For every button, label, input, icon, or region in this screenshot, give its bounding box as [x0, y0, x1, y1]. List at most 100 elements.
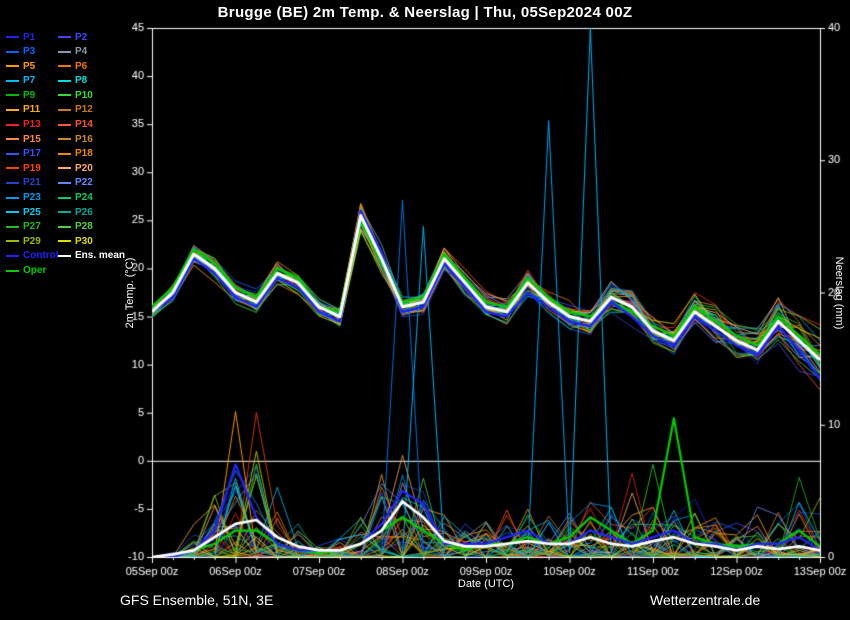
legend-label: P30: [75, 235, 93, 247]
legend-item-p11: P11: [6, 104, 56, 116]
legend-line-swatch: [6, 123, 19, 126]
legend-item-p17: P17: [6, 148, 56, 160]
legend-label: P11: [23, 104, 41, 116]
legend-line-swatch: [6, 240, 19, 243]
legend-item-p19: P19: [6, 162, 56, 174]
legend-label: P29: [23, 235, 41, 247]
legend-label: P23: [23, 192, 41, 204]
legend-label: P22: [75, 177, 93, 189]
date-axis-label: Date (UTC): [457, 578, 515, 590]
legend-label: P9: [23, 89, 36, 101]
legend-line-swatch: [58, 254, 71, 257]
legend-line-swatch: [6, 50, 19, 53]
legend-item-p8: P8: [58, 75, 124, 87]
legend-item-p18: P18: [58, 148, 124, 160]
legend-label: P25: [23, 206, 41, 218]
legend-item-p1: P1: [6, 31, 56, 43]
legend-item-control: Control: [6, 250, 59, 262]
legend-item-p22: P22: [58, 177, 124, 189]
legend-line-swatch: [6, 225, 19, 228]
legend-line-swatch: [6, 94, 19, 97]
legend-line-swatch: [58, 211, 71, 214]
legend-line-swatch: [58, 79, 71, 82]
legend-label: P1: [23, 31, 36, 43]
legend-line-swatch: [58, 240, 71, 243]
legend-line-swatch: [58, 65, 71, 68]
legend-item-p6: P6: [58, 60, 124, 72]
legend-item-p10: P10: [58, 89, 124, 101]
legend-item-ens-mean: Ens. mean: [58, 250, 126, 262]
legend-label: P17: [23, 148, 41, 160]
legend-item-p12: P12: [58, 104, 124, 116]
legend-label: P28: [75, 221, 93, 233]
chart-title: Brugge (BE) 2m Temp. & Neerslag | Thu, 0…: [217, 4, 633, 21]
legend-label: P15: [23, 133, 41, 145]
legend-line-swatch: [6, 269, 19, 272]
legend-label: P21: [23, 177, 41, 189]
legend-item-p24: P24: [58, 192, 124, 204]
legend-item-p30: P30: [58, 235, 124, 247]
legend-label: Ens. mean: [75, 250, 126, 262]
legend-item-p27: P27: [6, 221, 56, 233]
legend-line-swatch: [6, 79, 19, 82]
legend-line-swatch: [58, 152, 71, 155]
legend-line-swatch: [58, 123, 71, 126]
legend-item-p25: P25: [6, 206, 56, 218]
temp-axis-label: 2m Temp. (°C): [124, 257, 136, 329]
legend-line-swatch: [58, 108, 71, 111]
legend-label: P19: [23, 162, 41, 174]
legend-item-p5: P5: [6, 60, 56, 72]
legend-line-swatch: [58, 181, 71, 184]
legend-label: P6: [75, 60, 88, 72]
legend-label: P13: [23, 119, 41, 131]
legend-line-swatch: [58, 94, 71, 97]
legend-label: P8: [75, 75, 88, 87]
legend-label: P14: [75, 119, 93, 131]
legend-label: P7: [23, 75, 36, 87]
legend-line-swatch: [6, 211, 19, 214]
model-info: GFS Ensemble, 51N, 3E: [120, 592, 274, 608]
precip-axis-label: Neerslag (mm): [833, 256, 845, 330]
legend-line-swatch: [6, 152, 19, 155]
legend-label: P27: [23, 221, 41, 233]
legend-line-swatch: [6, 138, 19, 141]
legend-line-swatch: [58, 36, 71, 38]
legend-line-swatch: [6, 65, 19, 68]
legend-label: P26: [75, 206, 93, 218]
legend-line-swatch: [58, 138, 71, 141]
legend-label: P2: [75, 31, 88, 43]
legend-item-p15: P15: [6, 133, 56, 145]
legend-item-p20: P20: [58, 162, 124, 174]
legend-line-swatch: [6, 36, 19, 38]
legend-item-p28: P28: [58, 221, 124, 233]
legend-line-swatch: [6, 108, 19, 111]
legend-item-p26: P26: [58, 206, 124, 218]
legend-line-swatch: [58, 225, 71, 228]
legend-label: P18: [75, 148, 93, 160]
legend-item-p3: P3: [6, 46, 56, 58]
legend-item-p29: P29: [6, 235, 56, 247]
legend-line-swatch: [58, 50, 71, 53]
legend-line-swatch: [58, 167, 71, 170]
legend-line-swatch: [6, 167, 19, 170]
legend-line-swatch: [6, 196, 19, 199]
legend-item-p14: P14: [58, 119, 124, 131]
legend-line-swatch: [6, 254, 19, 257]
legend-label: Control: [23, 250, 59, 262]
legend-item-oper: Oper: [6, 265, 56, 277]
legend-label: P16: [75, 133, 93, 145]
legend-line-swatch: [6, 181, 19, 184]
legend-label: P4: [75, 46, 88, 58]
legend-label: P20: [75, 162, 93, 174]
legend-label: P24: [75, 192, 93, 204]
site-credit: Wetterzentrale.de: [650, 592, 761, 608]
legend: P1 P2 P3 P4 P5 P6 P7 P8 P9 P10 P11 P12 P13 P14 P15 P16 P…: [6, 31, 126, 277]
legend-label: P5: [23, 60, 36, 72]
legend-line-swatch: [58, 196, 71, 199]
legend-item-p13: P13: [6, 119, 56, 131]
legend-item-p4: P4: [58, 46, 124, 58]
legend-item-p7: P7: [6, 75, 56, 87]
legend-label: P12: [75, 104, 93, 116]
